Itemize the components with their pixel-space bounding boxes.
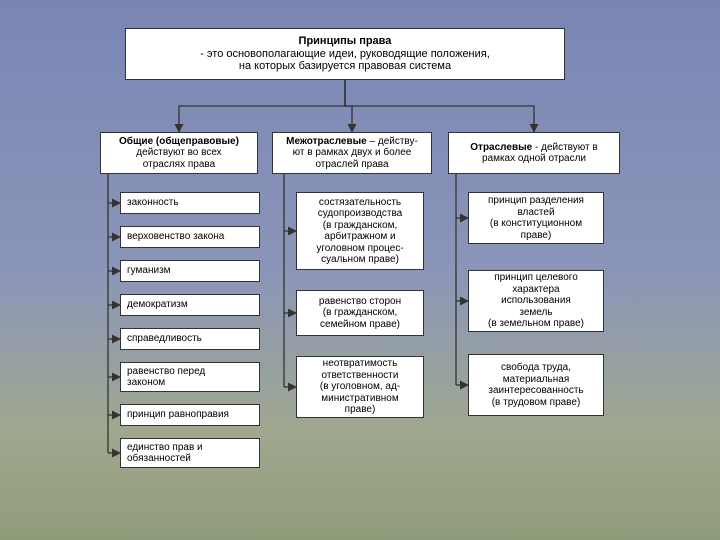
node-label: законность [127, 197, 179, 209]
node-label: Общие (общеправовые)действуют во всехотр… [119, 136, 239, 171]
node-label: равенство передзаконом [127, 366, 205, 389]
node-b2: равенство сторон(в гражданском,семейном … [296, 290, 424, 336]
node-label: свобода труда,материальнаязаинтересованн… [488, 362, 583, 408]
node-label: Межотраслевые – действу-ют в рамках двух… [286, 136, 418, 171]
node-c3: свобода труда,материальнаязаинтересованн… [468, 354, 604, 416]
node-label: неотвратимостьответственности(в уголовно… [320, 358, 400, 416]
node-a6: равенство передзаконом [120, 362, 260, 392]
node-a2: верховенство закона [120, 226, 260, 248]
node-label: демократизм [127, 299, 188, 311]
node-c1: принцип разделениявластей(в конституцион… [468, 192, 604, 244]
node-label: единство прав иобязанностей [127, 442, 203, 465]
diagram-canvas: Принципы права- это основополагающие иде… [0, 0, 720, 540]
node-a5: справедливость [120, 328, 260, 350]
node-cat1: Общие (общеправовые)действуют во всехотр… [100, 132, 258, 174]
node-label: состязательностьсудопроизводства(в гражд… [316, 197, 403, 266]
node-cat2: Межотраслевые – действу-ют в рамках двух… [272, 132, 432, 174]
node-root: Принципы права- это основополагающие иде… [125, 28, 565, 80]
connector-layer [0, 0, 720, 540]
node-a3: гуманизм [120, 260, 260, 282]
node-label: гуманизм [127, 265, 171, 277]
node-label: Отраслевые - действуют врамках одной отр… [470, 142, 597, 165]
node-b1: состязательностьсудопроизводства(в гражд… [296, 192, 424, 270]
node-label: верховенство закона [127, 231, 224, 243]
node-b3: неотвратимостьответственности(в уголовно… [296, 356, 424, 418]
node-cat3: Отраслевые - действуют врамках одной отр… [448, 132, 620, 174]
node-c2: принцип целевогохарактераиспользованиязе… [468, 270, 604, 332]
node-a1: законность [120, 192, 260, 214]
node-label: принцип целевогохарактераиспользованиязе… [488, 272, 584, 330]
node-label: принцип разделениявластей(в конституцион… [488, 195, 584, 241]
node-a8: единство прав иобязанностей [120, 438, 260, 468]
node-label: принцип равноправия [127, 409, 229, 421]
node-label: равенство сторон(в гражданском,семейном … [319, 296, 401, 331]
node-label: Принципы права- это основополагающие иде… [200, 35, 490, 73]
node-a4: демократизм [120, 294, 260, 316]
node-a7: принцип равноправия [120, 404, 260, 426]
node-label: справедливость [127, 333, 202, 345]
